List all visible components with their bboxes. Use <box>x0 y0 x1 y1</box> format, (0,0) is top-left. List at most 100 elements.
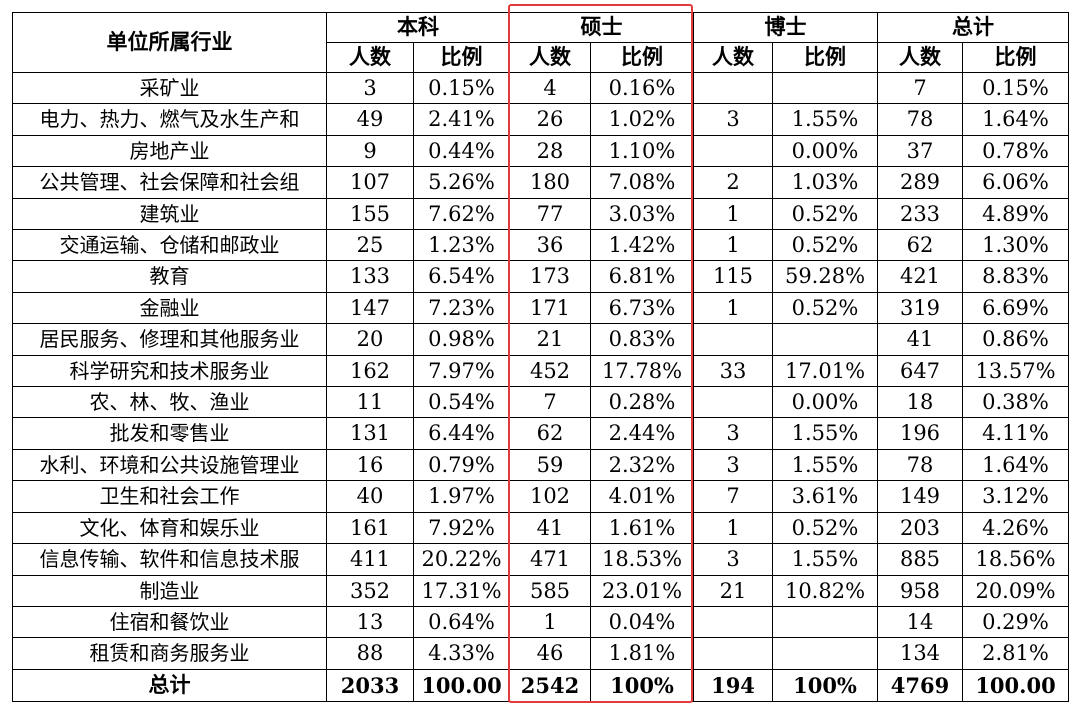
ratio-cell: 0.79% <box>413 448 510 482</box>
ratio-cell: 18.53% <box>590 543 694 576</box>
ratio-cell: 17.01% <box>772 354 878 388</box>
table-row: 科学研究和技术服务业 162 7.97% 452 17.78% 33 17.01% 647 13… <box>12 354 1069 388</box>
ratio-cell: 2.32% <box>590 448 694 482</box>
total-label-cell: 总计 <box>12 668 327 702</box>
industry-name-cell: 卫生和社会工作 <box>12 480 327 513</box>
industry-name-cell: 建筑业 <box>12 197 327 231</box>
ratio-cell: 0.00% <box>772 134 878 168</box>
industry-name-cell: 信息传输、软件和信息技术服 <box>12 543 327 576</box>
table-footer: 总计 2033 100.00 2542 100% 194 100% 4769 100.00 <box>12 668 1069 702</box>
total-row: 总计 2033 100.00 2542 100% 194 100% 4769 100.00 <box>12 668 1069 702</box>
count-cell: 14 <box>877 605 963 639</box>
ratio-cell: 7.97% <box>413 354 510 388</box>
count-cell: 9 <box>326 134 414 168</box>
count-subheader: 人数 <box>509 42 591 73</box>
industry-name-cell: 教育 <box>12 260 327 293</box>
ratio-cell: 0.00% <box>772 386 878 419</box>
count-subheader: 人数 <box>877 42 963 73</box>
count-cell: 3 <box>693 417 773 450</box>
ratio-subheader: 比例 <box>962 42 1069 73</box>
count-cell: 115 <box>693 260 773 293</box>
ratio-cell: 0.38% <box>962 386 1069 419</box>
count-cell: 16 <box>326 448 414 482</box>
ratio-cell: 2.81% <box>962 637 1069 670</box>
ratio-cell: 6.44% <box>413 417 510 450</box>
count-cell: 20 <box>326 323 414 356</box>
count-cell: 62 <box>509 417 591 450</box>
count-cell: 421 <box>877 260 963 293</box>
count-cell <box>693 386 773 419</box>
ratio-cell: 3.61% <box>772 480 878 513</box>
ratio-cell: 4.89% <box>962 197 1069 231</box>
industry-name-cell: 文化、体育和娱乐业 <box>12 511 327 545</box>
count-cell: 233 <box>877 197 963 231</box>
total-ratio-cell: 100% <box>590 668 694 702</box>
count-cell: 147 <box>326 291 414 325</box>
count-cell: 49 <box>326 103 414 136</box>
count-cell: 3 <box>693 543 773 576</box>
table-row: 卫生和社会工作 40 1.97% 102 4.01% 7 3.61% 149 3.12% <box>12 480 1069 513</box>
ratio-cell: 0.29% <box>962 605 1069 639</box>
group-header-total: 总计 <box>877 12 1069 43</box>
count-cell: 155 <box>326 197 414 231</box>
ratio-subheader: 比例 <box>413 42 510 73</box>
table-header: 单位所属行业 本科 硕士 博士 总计 人数 比例 人数 比例 人数 比例 人数 比例 <box>12 12 1069 73</box>
count-cell: 1 <box>509 605 591 639</box>
count-cell: 958 <box>877 574 963 607</box>
industry-name-cell: 水利、环境和公共设施管理业 <box>12 448 327 482</box>
count-cell <box>693 605 773 639</box>
ratio-cell: 0.28% <box>590 386 694 419</box>
count-cell: 78 <box>877 448 963 482</box>
total-ratio-cell: 100.00 <box>413 668 510 702</box>
total-count-cell: 2542 <box>509 668 591 702</box>
ratio-cell: 3.12% <box>962 480 1069 513</box>
count-cell: 452 <box>509 354 591 388</box>
count-cell: 18 <box>877 386 963 419</box>
count-cell: 319 <box>877 291 963 325</box>
ratio-cell: 0.98% <box>413 323 510 356</box>
ratio-cell: 0.52% <box>772 197 878 231</box>
count-cell: 161 <box>326 511 414 545</box>
count-cell: 77 <box>509 197 591 231</box>
table-row: 金融业 147 7.23% 171 6.73% 1 0.52% 319 6.69% <box>12 291 1069 325</box>
ratio-cell: 0.78% <box>962 134 1069 168</box>
table-row: 文化、体育和娱乐业 161 7.92% 41 1.61% 1 0.52% 203 4.26% <box>12 511 1069 545</box>
count-cell: 3 <box>693 448 773 482</box>
industry-name-cell: 居民服务、修理和其他服务业 <box>12 323 327 356</box>
count-cell: 131 <box>326 417 414 450</box>
ratio-subheader: 比例 <box>590 42 694 73</box>
industry-name-cell: 住宿和餐饮业 <box>12 605 327 639</box>
table-row: 采矿业 3 0.15% 4 0.16% 7 0.15% <box>12 71 1069 105</box>
count-cell: 41 <box>509 511 591 545</box>
count-cell: 78 <box>877 103 963 136</box>
ratio-cell: 1.55% <box>772 543 878 576</box>
count-cell: 21 <box>509 323 591 356</box>
ratio-cell: 1.23% <box>413 229 510 262</box>
count-cell: 171 <box>509 291 591 325</box>
ratio-cell: 4.11% <box>962 417 1069 450</box>
count-cell: 134 <box>877 637 963 670</box>
total-ratio-cell: 100.00 <box>962 668 1069 702</box>
count-cell: 1 <box>693 197 773 231</box>
count-cell: 33 <box>693 354 773 388</box>
industry-name-cell: 农、林、牧、渔业 <box>12 386 327 419</box>
table-row: 居民服务、修理和其他服务业 20 0.98% 21 0.83% 41 0.86% <box>12 323 1069 356</box>
table-row: 信息传输、软件和信息技术服 411 20.22% 471 18.53% 3 1.55% 885… <box>12 543 1069 576</box>
ratio-cell: 17.31% <box>413 574 510 607</box>
ratio-cell: 17.78% <box>590 354 694 388</box>
total-count-cell: 194 <box>693 668 773 702</box>
industry-name-cell: 批发和零售业 <box>12 417 327 450</box>
count-cell: 149 <box>877 480 963 513</box>
industry-name-cell: 采矿业 <box>12 71 327 105</box>
count-cell: 7 <box>509 386 591 419</box>
count-cell: 26 <box>509 103 591 136</box>
count-subheader: 人数 <box>326 42 414 73</box>
count-cell: 21 <box>693 574 773 607</box>
count-cell: 2 <box>693 166 773 199</box>
industry-distribution-table: 单位所属行业 本科 硕士 博士 总计 人数 比例 人数 比例 人数 比例 人数 比例 采矿业 3… <box>12 12 1069 702</box>
ratio-cell: 0.52% <box>772 291 878 325</box>
table-row: 批发和零售业 131 6.44% 62 2.44% 3 1.55% 196 4.11% <box>12 417 1069 450</box>
ratio-cell: 7.08% <box>590 166 694 199</box>
count-cell: 28 <box>509 134 591 168</box>
ratio-cell: 18.56% <box>962 543 1069 576</box>
